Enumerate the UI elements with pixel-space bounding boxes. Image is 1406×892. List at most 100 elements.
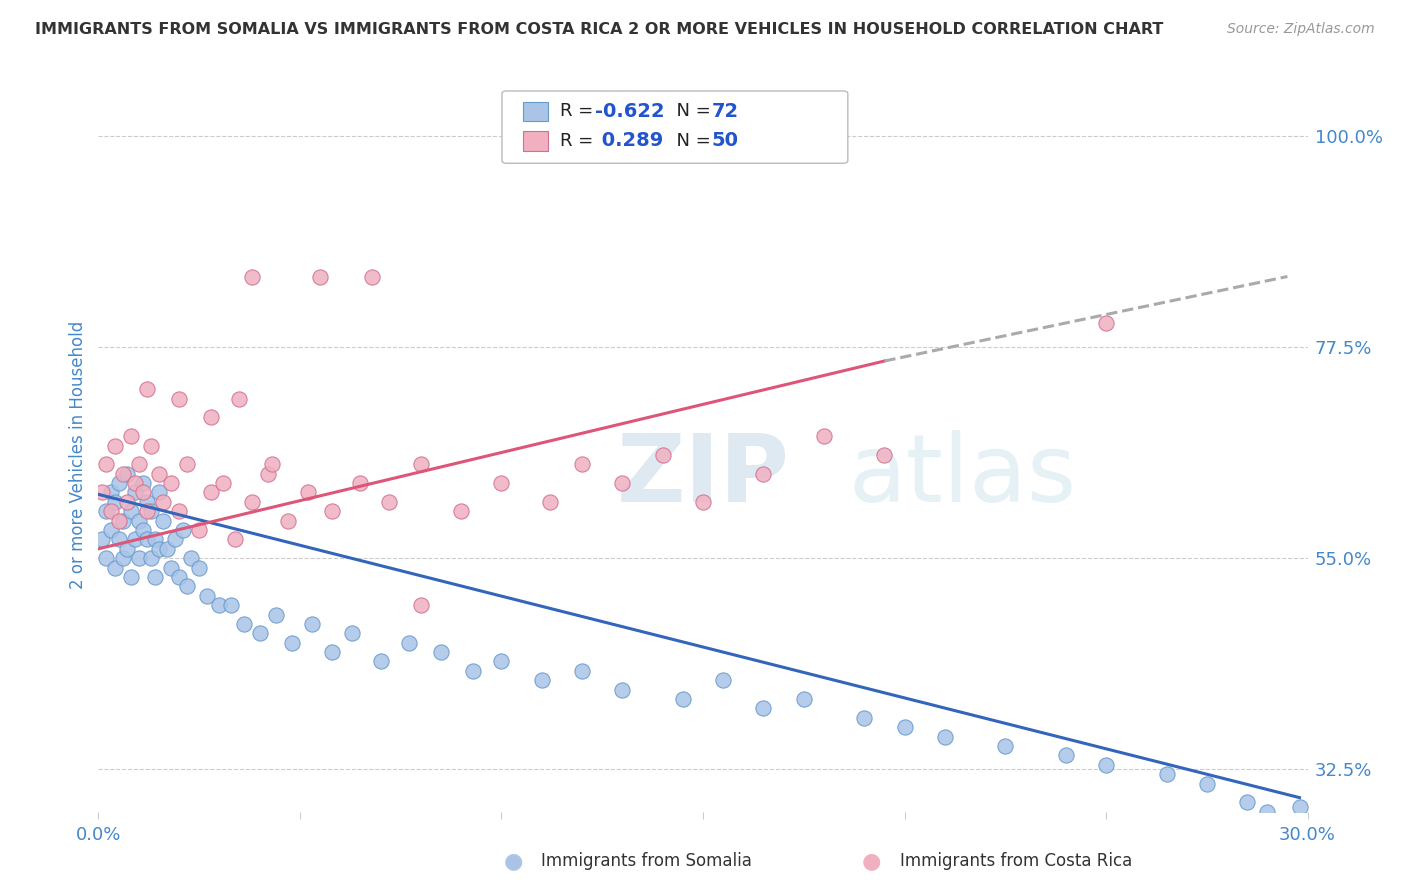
Point bbox=[103, 560, 125, 574]
Point bbox=[240, 495, 263, 509]
Text: 0.289: 0.289 bbox=[595, 131, 664, 151]
Point bbox=[228, 392, 250, 406]
Point bbox=[188, 560, 211, 574]
Text: R =: R = bbox=[560, 132, 599, 150]
Point bbox=[156, 541, 179, 556]
Point bbox=[463, 664, 485, 678]
Point bbox=[491, 655, 513, 669]
Point bbox=[200, 485, 222, 500]
Point bbox=[260, 458, 283, 472]
Point bbox=[135, 504, 157, 518]
Point bbox=[491, 476, 513, 491]
Point bbox=[571, 458, 593, 472]
Point bbox=[139, 438, 162, 452]
Point bbox=[96, 504, 118, 518]
Point bbox=[530, 673, 553, 688]
Point bbox=[571, 664, 593, 678]
Text: Immigrants from Somalia: Immigrants from Somalia bbox=[541, 852, 752, 870]
Point bbox=[1236, 795, 1258, 809]
Point bbox=[132, 476, 155, 491]
Point bbox=[409, 598, 432, 612]
Point bbox=[893, 720, 915, 734]
Text: Immigrants from Costa Rica: Immigrants from Costa Rica bbox=[900, 852, 1132, 870]
Text: atlas: atlas bbox=[848, 430, 1077, 523]
Point bbox=[752, 701, 775, 715]
Point bbox=[172, 523, 194, 537]
Point bbox=[651, 448, 673, 462]
Point bbox=[107, 514, 129, 528]
Point bbox=[195, 589, 218, 603]
Point bbox=[124, 476, 146, 491]
Point bbox=[1156, 767, 1178, 781]
Point bbox=[160, 476, 183, 491]
Point bbox=[752, 467, 775, 481]
Point bbox=[91, 485, 114, 500]
Point bbox=[1277, 823, 1299, 838]
Text: IMMIGRANTS FROM SOMALIA VS IMMIGRANTS FROM COSTA RICA 2 OR MORE VEHICLES IN HOUS: IMMIGRANTS FROM SOMALIA VS IMMIGRANTS FR… bbox=[35, 22, 1164, 37]
Point bbox=[409, 458, 432, 472]
Point bbox=[1256, 805, 1278, 819]
Point bbox=[398, 636, 420, 650]
Text: R =: R = bbox=[560, 103, 599, 120]
Text: Source: ZipAtlas.com: Source: ZipAtlas.com bbox=[1227, 22, 1375, 37]
Point bbox=[873, 448, 896, 462]
Point bbox=[200, 410, 222, 425]
Point bbox=[167, 392, 190, 406]
Text: N =: N = bbox=[665, 132, 717, 150]
Point bbox=[128, 551, 150, 566]
Text: ●: ● bbox=[503, 851, 523, 871]
Point bbox=[249, 626, 271, 640]
Point bbox=[612, 476, 634, 491]
Point bbox=[692, 495, 714, 509]
Point bbox=[1195, 776, 1218, 790]
Point bbox=[111, 551, 134, 566]
Point bbox=[103, 438, 125, 452]
Point bbox=[309, 269, 332, 284]
Point bbox=[1095, 317, 1118, 331]
Point bbox=[188, 523, 211, 537]
Point bbox=[321, 645, 343, 659]
Point bbox=[135, 533, 157, 547]
Point bbox=[853, 711, 876, 725]
Point bbox=[107, 476, 129, 491]
Point bbox=[96, 551, 118, 566]
Point bbox=[115, 495, 138, 509]
Point bbox=[256, 467, 278, 481]
Point bbox=[167, 570, 190, 584]
Point bbox=[208, 598, 231, 612]
Point bbox=[176, 458, 198, 472]
Point bbox=[91, 533, 114, 547]
Point bbox=[224, 533, 246, 547]
Point bbox=[538, 495, 561, 509]
Point bbox=[96, 458, 118, 472]
Point bbox=[111, 514, 134, 528]
Point bbox=[124, 533, 146, 547]
Point bbox=[152, 495, 174, 509]
Point bbox=[711, 673, 734, 688]
Point bbox=[450, 504, 472, 518]
Point bbox=[264, 607, 287, 622]
Point bbox=[120, 570, 142, 584]
Point bbox=[100, 504, 122, 518]
Point bbox=[115, 541, 138, 556]
Point bbox=[152, 514, 174, 528]
Point bbox=[349, 476, 371, 491]
Y-axis label: 2 or more Vehicles in Household: 2 or more Vehicles in Household bbox=[69, 321, 87, 589]
Text: N =: N = bbox=[665, 103, 717, 120]
Point bbox=[361, 269, 384, 284]
Point bbox=[160, 560, 183, 574]
Point bbox=[813, 429, 835, 443]
Point bbox=[934, 730, 956, 744]
Point bbox=[128, 514, 150, 528]
Text: -0.622: -0.622 bbox=[595, 102, 665, 121]
Point bbox=[281, 636, 304, 650]
Point bbox=[377, 495, 399, 509]
Point bbox=[370, 655, 392, 669]
Point bbox=[135, 495, 157, 509]
Point bbox=[221, 598, 243, 612]
Point bbox=[148, 467, 170, 481]
Point bbox=[297, 485, 319, 500]
Point bbox=[139, 551, 162, 566]
Point bbox=[232, 616, 254, 631]
Point bbox=[120, 504, 142, 518]
